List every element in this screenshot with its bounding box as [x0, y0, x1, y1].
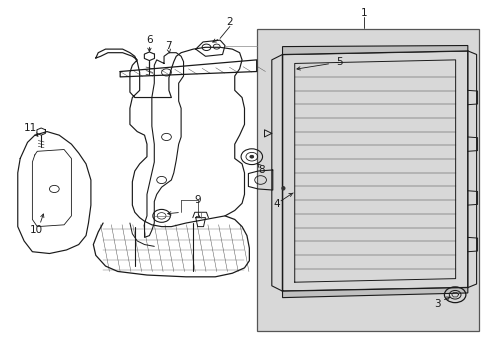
- Bar: [256, 30, 478, 330]
- Text: 8: 8: [258, 165, 265, 175]
- Circle shape: [249, 155, 253, 158]
- Text: 9: 9: [194, 195, 201, 205]
- Text: 5: 5: [336, 57, 342, 67]
- Text: 3: 3: [433, 299, 440, 309]
- Text: 7: 7: [165, 41, 172, 50]
- Polygon shape: [282, 288, 467, 298]
- Text: ●: ●: [281, 185, 285, 190]
- Text: 6: 6: [146, 35, 152, 45]
- Polygon shape: [282, 45, 467, 54]
- Text: 11: 11: [24, 123, 38, 133]
- Text: 2: 2: [226, 17, 233, 27]
- Text: 1: 1: [360, 8, 366, 18]
- Text: 10: 10: [30, 225, 43, 235]
- Text: 4: 4: [273, 199, 280, 210]
